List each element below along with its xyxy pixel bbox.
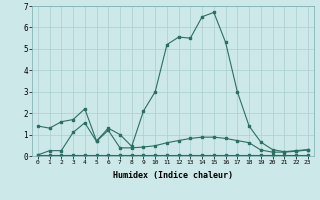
X-axis label: Humidex (Indice chaleur): Humidex (Indice chaleur): [113, 171, 233, 180]
